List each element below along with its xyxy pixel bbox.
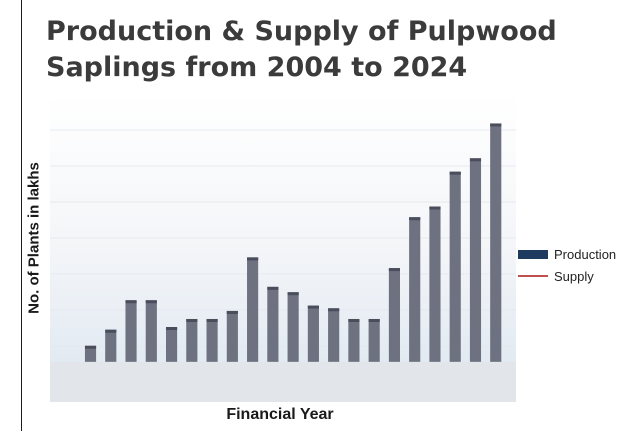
frame-border [21,0,22,431]
legend-item-supply: Supply [518,265,616,287]
legend-item-production: Production [518,243,616,265]
bar-cap [206,318,218,322]
bar-cap [165,327,178,331]
bar-production [429,206,441,362]
bar-cap [84,345,97,349]
bar-production [105,329,117,362]
bar-production [287,292,299,362]
bar-production [267,286,279,362]
x-axis-band [50,361,516,402]
bar-production [206,318,218,362]
legend-label-supply: Supply [554,268,594,284]
bar-production [490,123,502,362]
x-axis-label: Financial Year [226,406,334,423]
bar-cap [307,305,319,309]
legend: Production Supply [518,243,616,287]
bar-production [84,345,97,362]
bar-production [226,310,238,362]
bar-cap [449,171,461,175]
chart-title-line-1: Production & Supply of Pulpwood [46,16,557,47]
legend-swatch-production [518,249,548,259]
bar-cap [267,286,279,290]
bar-cap [348,318,360,322]
bar-cap [247,257,259,261]
bar-production [165,327,178,362]
bar-cap [429,206,441,210]
bar-production [247,257,259,362]
bar-production [328,308,340,362]
bar-cap [490,123,502,127]
bar-cap [409,217,421,221]
bar-production [449,171,461,362]
bar-cap [105,329,117,333]
bar-production [307,305,319,362]
bar-cap [287,292,299,296]
legend-label-production: Production [554,246,617,262]
bar-cap [226,310,238,314]
bar-production [145,300,157,362]
bar-production [469,158,482,362]
chart-title-line-2: Saplings from 2004 to 2024 [46,52,468,83]
bar-production [368,318,380,362]
bar-production [388,268,401,362]
bar-production [186,318,198,362]
bar-production [125,300,137,362]
chart-title: Production & Supply of Pulpwood Saplings… [46,14,566,86]
bar-cap [388,268,401,272]
bar-cap [469,158,482,162]
bar-cap [186,318,198,322]
bar-production [348,318,360,362]
bar-production [409,217,421,362]
bar-cap [368,318,380,322]
legend-swatch-supply [518,275,548,277]
bar-cap [125,300,137,304]
bar-chart [50,94,516,402]
bar-cap [328,308,340,312]
bar-cap [145,300,157,304]
